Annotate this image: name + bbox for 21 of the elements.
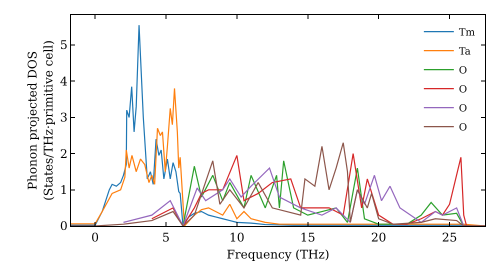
- y-axis-title: Phonon projected DOS (States/THz·primitive cell): [26, 40, 56, 201]
- y-tick-label: 3: [60, 110, 68, 125]
- y-tick-label: 0: [60, 219, 68, 234]
- legend-label: O: [458, 104, 468, 115]
- y-tick-label: 1: [60, 183, 68, 198]
- legend-label: O: [458, 122, 468, 134]
- y-tick-label: 5: [60, 38, 68, 52]
- x-tick-label: 20: [371, 230, 386, 244]
- line-series: [71, 142, 485, 226]
- x-tick-label: 0: [91, 230, 99, 244]
- x-axis-title: Frequency (THz): [226, 247, 330, 262]
- legend-label: Ta: [458, 46, 471, 58]
- x-tick-label: 25: [442, 230, 458, 244]
- x-tick-label: 10: [229, 230, 245, 244]
- legend-label: O: [458, 84, 468, 96]
- x-tick-label: 15: [300, 230, 316, 244]
- x-tick-label: 5: [162, 230, 170, 244]
- y-tick-label: 4: [60, 74, 68, 88]
- legend-label: O: [458, 66, 468, 77]
- legend-label: Tm: [458, 28, 476, 39]
- y-tick-label: 2: [60, 146, 68, 161]
